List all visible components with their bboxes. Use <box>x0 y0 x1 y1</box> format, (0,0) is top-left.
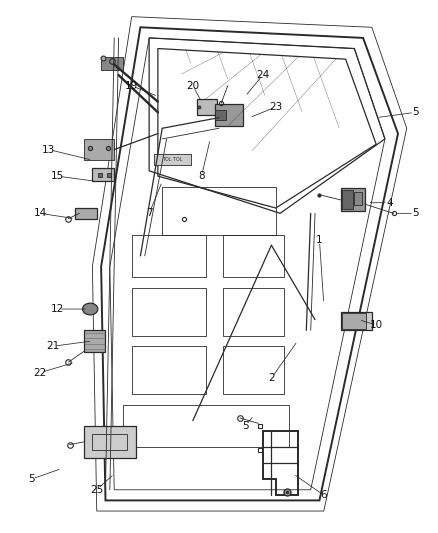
Text: 2: 2 <box>268 373 275 383</box>
Text: 14: 14 <box>33 208 46 219</box>
Text: 1: 1 <box>316 235 323 245</box>
FancyBboxPatch shape <box>101 56 123 70</box>
FancyBboxPatch shape <box>215 110 226 120</box>
Text: 4: 4 <box>386 198 392 208</box>
Text: 19: 19 <box>125 81 138 91</box>
FancyBboxPatch shape <box>341 188 365 211</box>
FancyBboxPatch shape <box>75 208 97 219</box>
FancyBboxPatch shape <box>342 313 366 329</box>
FancyBboxPatch shape <box>84 139 114 160</box>
Text: 15: 15 <box>51 171 64 181</box>
FancyBboxPatch shape <box>153 154 191 165</box>
Text: 12: 12 <box>51 304 64 314</box>
Text: 21: 21 <box>46 341 60 351</box>
Text: 23: 23 <box>269 102 283 112</box>
Text: 5: 5 <box>28 474 35 484</box>
Text: 5: 5 <box>242 421 248 431</box>
FancyBboxPatch shape <box>341 312 372 330</box>
Text: 20: 20 <box>186 81 199 91</box>
Text: 25: 25 <box>90 485 103 495</box>
Text: 8: 8 <box>198 171 205 181</box>
Text: TOL TOL: TOL TOL <box>162 157 183 162</box>
FancyBboxPatch shape <box>197 99 217 115</box>
Polygon shape <box>84 426 136 458</box>
Ellipse shape <box>82 303 98 315</box>
Text: 24: 24 <box>256 70 269 80</box>
Text: 10: 10 <box>370 320 383 330</box>
FancyBboxPatch shape <box>342 190 353 209</box>
FancyBboxPatch shape <box>354 192 362 205</box>
FancyBboxPatch shape <box>84 330 106 352</box>
Text: 7: 7 <box>146 208 152 219</box>
FancyBboxPatch shape <box>215 104 243 126</box>
Text: 13: 13 <box>42 144 55 155</box>
Text: 5: 5 <box>412 107 419 117</box>
Text: 5: 5 <box>412 208 419 219</box>
Text: 22: 22 <box>33 368 46 378</box>
Text: 6: 6 <box>321 490 327 500</box>
FancyBboxPatch shape <box>92 168 114 181</box>
